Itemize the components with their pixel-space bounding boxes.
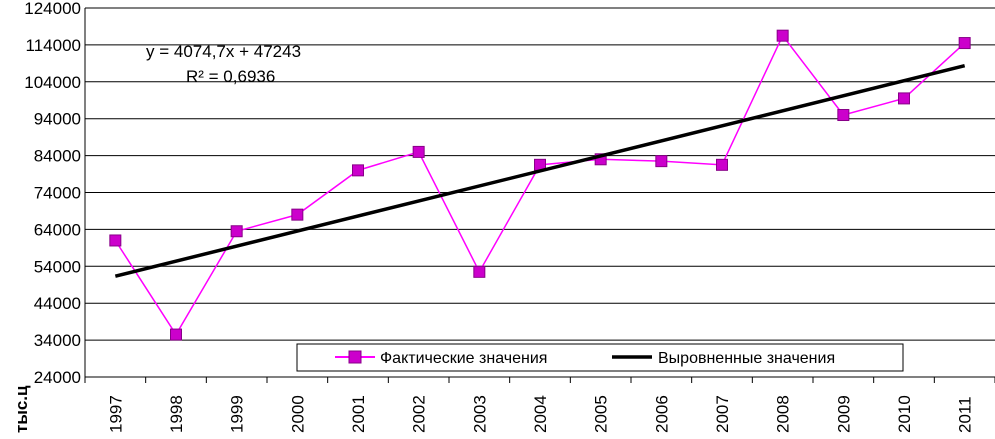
data-point xyxy=(776,29,789,42)
x-tick-label: 2011 xyxy=(956,396,975,433)
y-unit-label: тыс.ц xyxy=(12,385,31,433)
x-tick-label: 2004 xyxy=(531,395,550,433)
trend-equation: y = 4074,7x + 47243 xyxy=(146,42,301,61)
data-point xyxy=(837,109,850,122)
series-actual xyxy=(109,29,971,341)
x-tick-label: 1998 xyxy=(167,395,186,433)
data-point xyxy=(473,265,486,278)
y-tick-label: 34000 xyxy=(34,331,81,350)
x-tick-label: 2000 xyxy=(288,395,307,433)
data-point xyxy=(291,208,304,221)
axes xyxy=(84,8,995,383)
data-point xyxy=(412,145,425,158)
x-tick-label: 2008 xyxy=(774,395,793,433)
y-tick-label: 124000 xyxy=(24,0,81,18)
legend-trend-label: Выровненные значения xyxy=(658,350,835,367)
x-tick-label: 2005 xyxy=(592,395,611,433)
x-tick-label: 1997 xyxy=(106,395,125,433)
y-tick-label: 54000 xyxy=(34,257,81,276)
y-tick-label: 74000 xyxy=(34,184,81,203)
x-tick-label: 2007 xyxy=(713,395,732,433)
x-tick-label: 2010 xyxy=(895,395,914,433)
x-tick-label: 2001 xyxy=(349,395,368,433)
y-tick-label: 44000 xyxy=(34,294,81,313)
legend-actual-label: Фактические значения xyxy=(380,350,547,367)
y-tick-label: 94000 xyxy=(34,110,81,129)
x-tick-label: 2009 xyxy=(834,395,853,433)
data-point xyxy=(109,234,122,247)
y-tick-label: 114000 xyxy=(26,36,81,55)
legend-box xyxy=(296,343,904,372)
data-point xyxy=(230,225,243,238)
y-tick-label: 64000 xyxy=(34,220,81,239)
r-squared: R² = 0,6936 xyxy=(186,67,275,86)
x-tick-label: 2003 xyxy=(470,395,489,433)
x-tick-label: 2006 xyxy=(652,395,671,433)
x-tick-label: 2002 xyxy=(410,395,429,433)
trend-line xyxy=(114,64,966,278)
y-tick-label: 84000 xyxy=(34,147,81,166)
y-tick-labels: 24000 34000 44000 54000 64000 74000 84000 94000… xyxy=(24,0,81,387)
data-point xyxy=(170,328,182,341)
legend-actual-marker xyxy=(348,350,362,364)
data-point xyxy=(716,158,728,171)
data-point xyxy=(352,164,364,177)
x-tick-labels: 1997 1998 1999 2000 2001 2002 2003 2004 2005 2006… xyxy=(106,395,974,433)
legend: Фактические значения Выровненные значени… xyxy=(296,343,904,372)
data-point xyxy=(594,153,607,166)
y-tick-label: 104000 xyxy=(24,73,81,92)
y-tick-label: 24000 xyxy=(34,368,81,387)
data-point xyxy=(958,37,971,50)
data-point xyxy=(655,155,668,168)
series-trend xyxy=(114,64,966,278)
x-tick-label: 1999 xyxy=(228,395,247,433)
data-point xyxy=(898,92,910,105)
